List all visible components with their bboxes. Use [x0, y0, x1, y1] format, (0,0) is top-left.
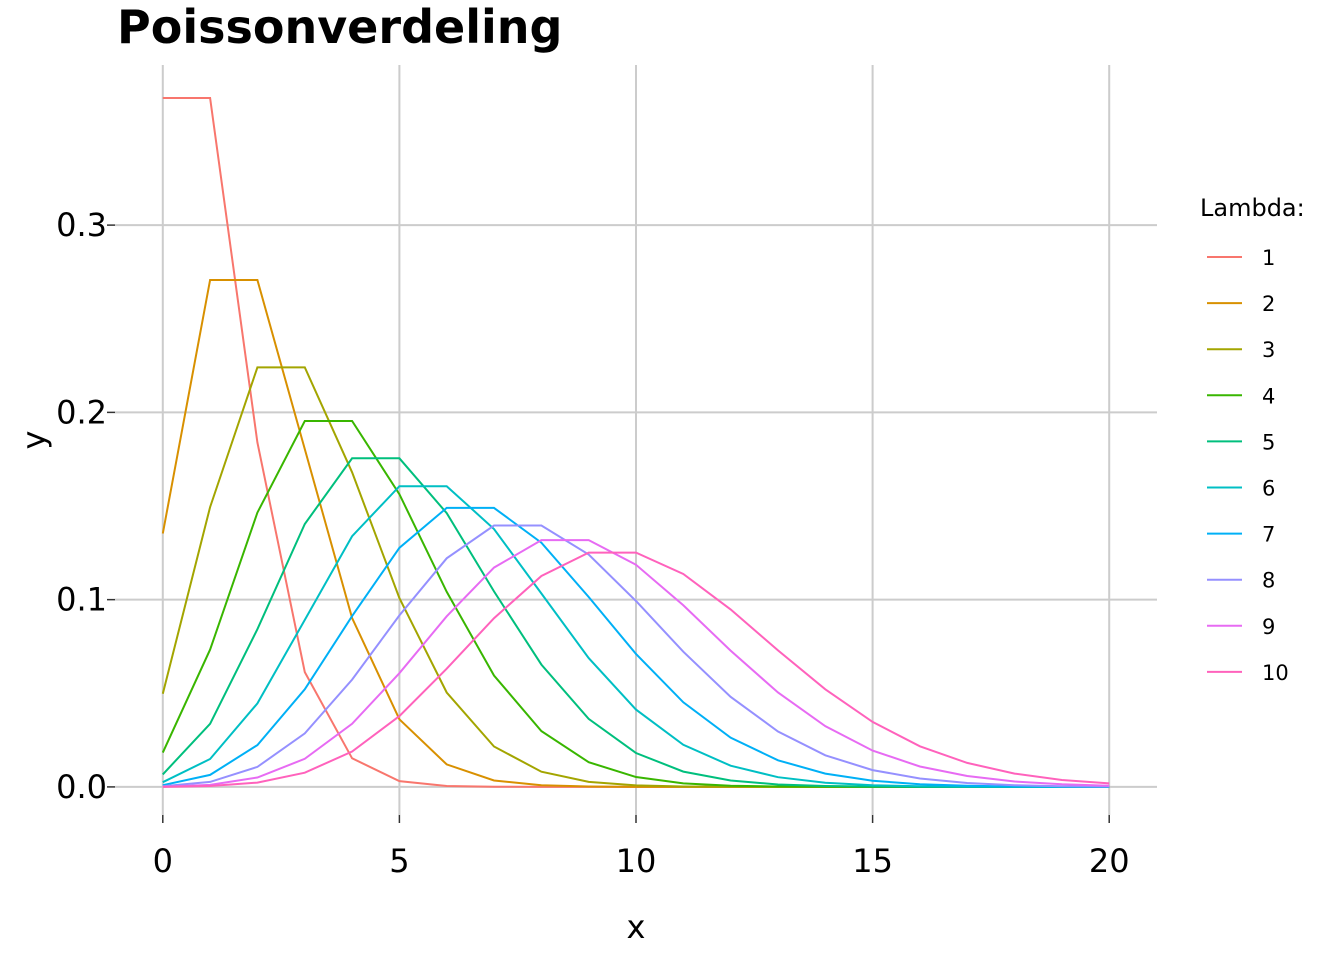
y-tick-label: 0.1	[56, 581, 107, 619]
y-tick-label: 0.3	[56, 206, 107, 244]
series-line-lambda-10	[162, 551, 1110, 788]
y-axis-label: y	[15, 431, 53, 450]
legend-label: 5	[1262, 430, 1275, 454]
series-line-lambda-7	[162, 506, 1110, 788]
legend-label: 3	[1262, 338, 1275, 362]
legend-label: 2	[1262, 292, 1275, 316]
legend-label: 10	[1262, 661, 1289, 685]
y-tick-label: 0.2	[56, 393, 107, 431]
x-axis-label: x	[627, 908, 646, 946]
x-tick-label: 0	[153, 842, 173, 880]
y-tick-label: 0.0	[56, 768, 107, 806]
x-tick-label: 5	[389, 842, 409, 880]
legend-label: 6	[1262, 477, 1275, 501]
legend-title: Lambda:	[1200, 194, 1305, 222]
x-tick-label: 20	[1089, 842, 1130, 880]
legend-label: 7	[1262, 523, 1275, 547]
legend-label: 8	[1262, 569, 1275, 593]
grid	[115, 65, 1157, 815]
legend: Lambda: 1 2 3 4 5 6 7 8 9 10	[1200, 194, 1305, 685]
legend-label: 4	[1262, 384, 1275, 408]
chart-title: Poissonverdeling	[117, 0, 562, 54]
series-line-lambda-6	[162, 485, 1110, 788]
legend-label: 9	[1262, 615, 1275, 639]
series-line-lambda-9	[162, 539, 1110, 788]
x-tick-label: 15	[852, 842, 893, 880]
legend-label: 1	[1262, 246, 1275, 270]
axes: 0 5 10 15 20 0.0 0.1 0.2 0.3	[56, 206, 1129, 880]
series-line-lambda-8	[162, 524, 1110, 788]
x-tick-label: 10	[616, 842, 657, 880]
series-lines	[161, 97, 1110, 788]
